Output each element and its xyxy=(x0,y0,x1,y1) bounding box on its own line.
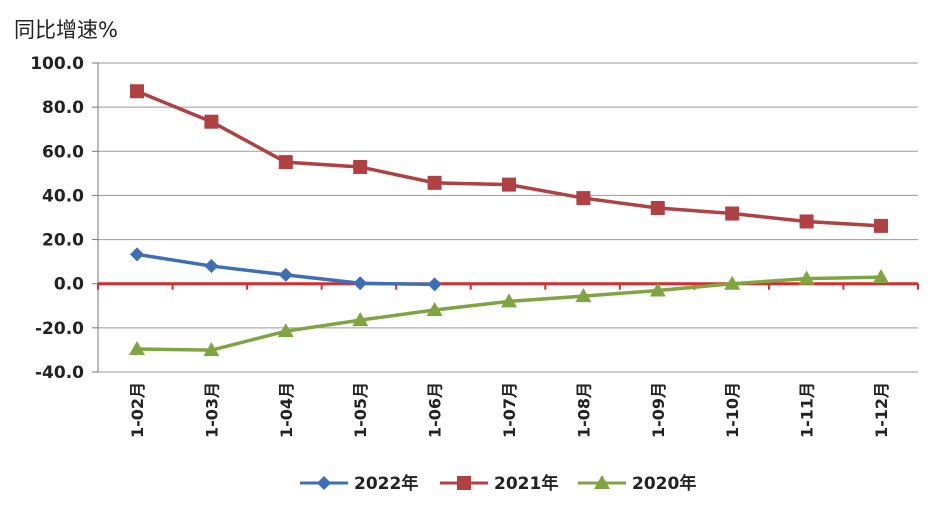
data-point xyxy=(203,342,220,357)
data-point xyxy=(501,293,517,308)
data-point xyxy=(129,341,145,356)
data-point xyxy=(130,84,144,99)
y-tick-labels: 100.0 80.0 60.0 40.0 20.0 0.0 -20.0 -40.0 xyxy=(30,54,84,383)
data-point xyxy=(278,155,293,170)
x-tick-label: 1-10月 xyxy=(723,382,742,438)
y-axis-title: 同比增速% xyxy=(14,18,118,42)
x-tick-label: 1-08月 xyxy=(574,382,593,438)
y-tick-label: 100.0 xyxy=(30,54,84,74)
legend-label: 2022年 xyxy=(354,473,418,494)
data-point xyxy=(575,288,592,303)
x-tick-label: 1-07月 xyxy=(500,382,519,438)
data-point xyxy=(576,191,591,206)
x-tick-label: 1-02月 xyxy=(128,382,147,438)
data-point xyxy=(352,312,369,327)
legend-marker xyxy=(457,476,471,490)
x-tick-label: 1-05月 xyxy=(351,382,370,438)
x-tick-label: 1-06月 xyxy=(426,382,445,438)
series-2022年 xyxy=(130,247,442,292)
series-2020年 xyxy=(129,269,889,357)
data-point xyxy=(725,206,740,221)
legend-label: 2021年 xyxy=(494,473,558,494)
legend-item: 2021年 xyxy=(440,473,558,494)
data-point xyxy=(277,323,294,338)
x-tick-label: 1-09月 xyxy=(649,382,668,438)
data-point xyxy=(427,277,442,292)
data-point xyxy=(873,269,889,284)
legend: 2022年 2021年 2020年 xyxy=(300,473,696,494)
x-tick-label: 1-12月 xyxy=(872,382,891,438)
data-point xyxy=(799,214,814,229)
series-group xyxy=(129,84,889,357)
x-tick-label: 1-04月 xyxy=(277,382,296,438)
data-point xyxy=(502,177,516,192)
y-tick-label: 60.0 xyxy=(42,142,84,162)
y-tick-label: 80.0 xyxy=(42,98,84,118)
data-point xyxy=(426,301,443,316)
data-point xyxy=(130,247,144,262)
y-tick-label: -20.0 xyxy=(35,319,84,339)
x-tick-label: 1-11月 xyxy=(798,382,817,438)
x-tick-label: 1-03月 xyxy=(202,382,221,438)
data-point xyxy=(650,201,665,216)
y-tick-label: 20.0 xyxy=(42,231,84,251)
legend-marker xyxy=(317,476,331,490)
legend-marker xyxy=(594,475,610,489)
y-tick-label: 40.0 xyxy=(42,186,84,206)
axes xyxy=(92,62,919,373)
data-point xyxy=(649,282,666,297)
data-point xyxy=(204,259,219,274)
y-tick-label: -40.0 xyxy=(35,363,84,383)
y-tick-label: 0.0 xyxy=(54,275,84,295)
data-point xyxy=(724,275,741,290)
data-point xyxy=(353,276,368,291)
data-point xyxy=(204,114,219,129)
data-point xyxy=(874,218,888,233)
legend-item: 2022年 xyxy=(300,473,418,494)
data-point xyxy=(427,175,442,190)
data-point xyxy=(278,267,293,282)
data-point xyxy=(798,270,815,285)
data-point xyxy=(353,159,368,174)
grid-lines xyxy=(98,62,918,373)
series-line xyxy=(136,89,882,228)
series-2021年 xyxy=(130,84,888,233)
x-tick-labels: 1-02月 1-03月 1-04月 1-05月 1-06月 1-07月 1-08月 1-09月… xyxy=(128,382,891,438)
legend-item: 2020年 xyxy=(578,473,696,494)
legend-label: 2020年 xyxy=(632,473,696,494)
